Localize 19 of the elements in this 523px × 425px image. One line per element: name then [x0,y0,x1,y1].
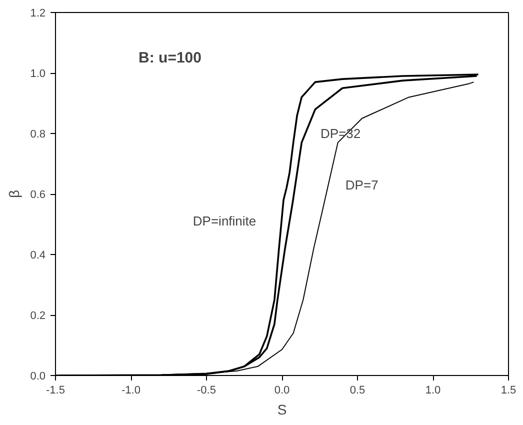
x-tick-label: 0.0 [274,384,290,396]
x-axis-title: S [277,402,287,418]
y-tick-label: 0.8 [30,128,46,140]
annotation: DP=infinite [192,214,256,229]
y-tick-label: 0.4 [30,250,46,262]
x-tick-label: -1.0 [122,384,140,396]
annotation: B: u=100 [138,49,202,66]
x-tick-label: 1.5 [500,384,516,396]
y-tick-label: 0.2 [30,310,46,322]
y-tick-label: 1.0 [30,68,46,80]
y-axis-title: β [6,190,22,198]
x-tick-label: -0.5 [197,384,216,396]
y-tick-label: 0.6 [30,189,46,201]
y-tick-label: 0.0 [30,370,46,382]
x-tick-label: -1.5 [46,384,65,396]
annotation: DP=7 [345,177,378,192]
y-tick-label: 1.2 [30,8,46,20]
x-tick-label: 1.0 [425,384,441,396]
x-tick-label: 0.5 [350,384,366,396]
